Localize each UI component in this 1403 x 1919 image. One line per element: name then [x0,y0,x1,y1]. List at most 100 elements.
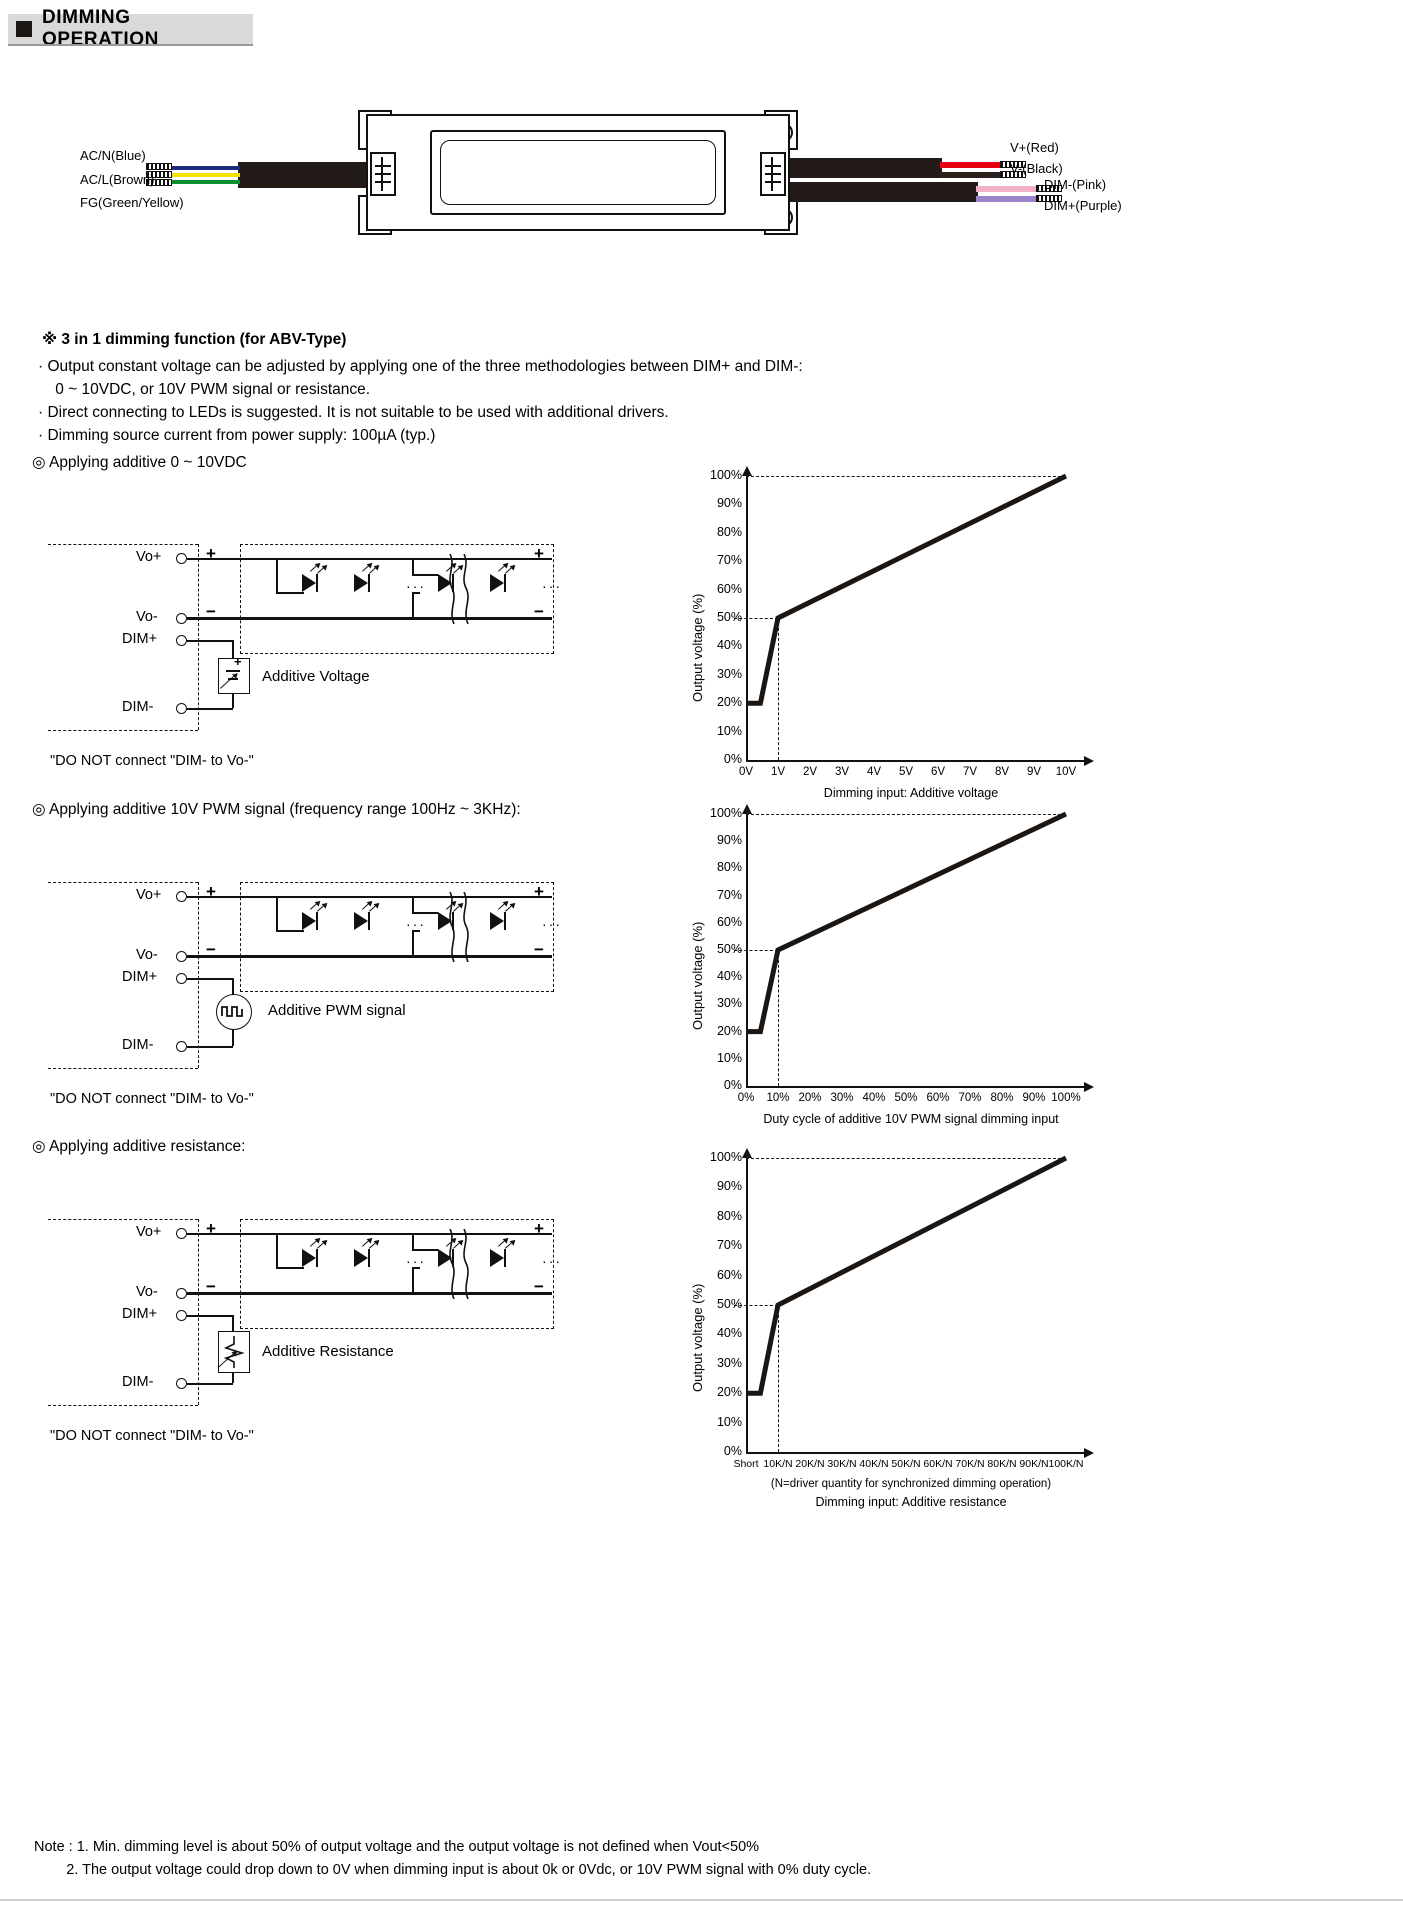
x-axis-arrow [1084,1448,1094,1458]
driver-boundary-top [48,882,198,883]
chart-curve [700,808,1080,1166]
wire-label-ac-l: AC/L(Brown) [80,172,155,187]
string-2-led [438,1249,458,1269]
x-tick-label: 40% [862,1092,886,1104]
wire-tip-1 [146,163,172,170]
guide-knee [778,618,779,760]
terminal-DIM- [176,1041,187,1052]
polarity-minus-out: − [206,1277,216,1296]
wire-tip-6 [1036,185,1062,192]
led-triangle [302,912,316,930]
source-label: Additive PWM signal [268,1002,406,1019]
x-axis-arrow [1084,756,1094,766]
led-branch-up-2 [412,558,414,576]
y-tick-label: 70% [716,1238,742,1253]
y-tick-label: 40% [716,1326,742,1341]
x-tick-label: 8V [994,766,1010,778]
led-branch-in-1 [276,930,304,932]
note-line-2: 2. The output voltage could drop down to… [34,1862,872,1878]
led-load-box [240,544,554,654]
string-2-led [490,912,510,932]
cable-break [444,1228,469,1300]
pin-label-Vo+: Vo+ [136,1224,162,1240]
dim-minus-up [232,690,234,708]
terminal-DIM+ [176,1310,187,1321]
string-2-led [490,574,510,594]
output-cable-v [790,158,942,178]
led-ellipsis: ··· [542,578,562,594]
driver-boundary-top [48,1219,198,1220]
section-title-2: ◎ Applying additive resistance: [32,1138,246,1155]
x-tick-label: 6V [930,766,946,778]
wire-ac-n [170,166,240,170]
section-header: DIMMING OPERATION [8,7,253,50]
wire-v-plus [940,162,1002,168]
y-tick-label: 50% [716,942,742,956]
guide-50 [734,1305,778,1306]
wire-ac-l [170,173,240,177]
led-ellipsis: ··· [542,916,562,932]
dim-plus-wire [187,1315,233,1317]
pin-label-Vo+: Vo+ [136,887,162,903]
terminal-Vo+ [176,1228,187,1239]
y-tick-label: 40% [716,969,742,984]
led-branch-end-1 [412,592,420,594]
housing-body [366,114,790,231]
y-tick-label: 0% [723,1078,742,1092]
led-branch-end-1 [412,930,420,932]
wire-label-fg: FG(Green/Yellow) [80,195,184,210]
pin-label-DIM+: DIM+ [122,969,158,985]
warning-text: "DO NOT connect "DIM- to Vo-" [50,1091,254,1107]
x-axis [746,1452,1084,1454]
string-1-led [302,912,322,932]
x-tick-label: 0V [738,766,754,778]
led-load-box [240,1219,554,1329]
pin-label-DIM-: DIM- [122,1037,154,1053]
y-tick-label: 100% [710,468,742,482]
led-branch-end-1 [412,1267,420,1269]
led-branch-down-1 [412,1267,414,1293]
wire-label-v-plus: V+(Red) [1010,140,1059,155]
driver-housing [358,110,798,235]
section-title-1: ◎ Applying additive 10V PWM signal (freq… [32,801,521,818]
y-tick-label: 60% [716,581,742,596]
x-tick-label: 80K/N [987,1458,1017,1470]
led-triangle [490,574,504,592]
y-tick-label: 20% [716,1385,742,1400]
x-tick-label: 2V [802,766,818,778]
warning-text: "DO NOT connect "DIM- to Vo-" [50,753,254,769]
driver-boundary-right [198,1219,199,1405]
terminal-Vo+ [176,553,187,564]
y-tick-label: 0% [723,752,742,766]
polarity-minus-out: − [206,940,216,959]
y-tick-label: 100% [710,1150,742,1164]
led-branch-up-1 [276,896,278,930]
warning-text: "DO NOT connect "DIM- to Vo-" [50,1428,254,1444]
wire-tip-4 [1000,161,1026,168]
led-bar [368,1249,370,1267]
x-tick-label: 4V [866,766,882,778]
string-1-led [302,574,322,594]
x-tick-label: 9V [1026,766,1042,778]
intro-bullet-3: · Direct connecting to LEDs is suggested… [38,404,669,421]
x-tick-label: 30% [830,1092,854,1104]
terminal-Vo+ [176,891,187,902]
guide-knee [778,950,779,1086]
cable-gland-output [760,152,786,196]
wire-v-minus [940,172,1002,178]
x-axis-title: Dimming input: Additive voltage [823,786,999,800]
x-tick-label: 1V [770,766,786,778]
x-tick-label: 20K/N [795,1458,825,1470]
x-tick-label: 10% [766,1092,790,1104]
led-bar [504,574,506,592]
polarity-plus-out: + [206,1219,216,1238]
rail-vo-minus [187,955,552,958]
polarity-plus-out: + [206,882,216,901]
y-tick-label: 60% [716,914,742,929]
led-load-box [240,882,554,992]
dim-plus-wire [187,640,233,642]
y-tick-label: 50% [716,1297,742,1311]
cable-break [444,553,469,625]
driver-boundary-right [198,544,199,730]
string-2-led [490,1249,510,1269]
